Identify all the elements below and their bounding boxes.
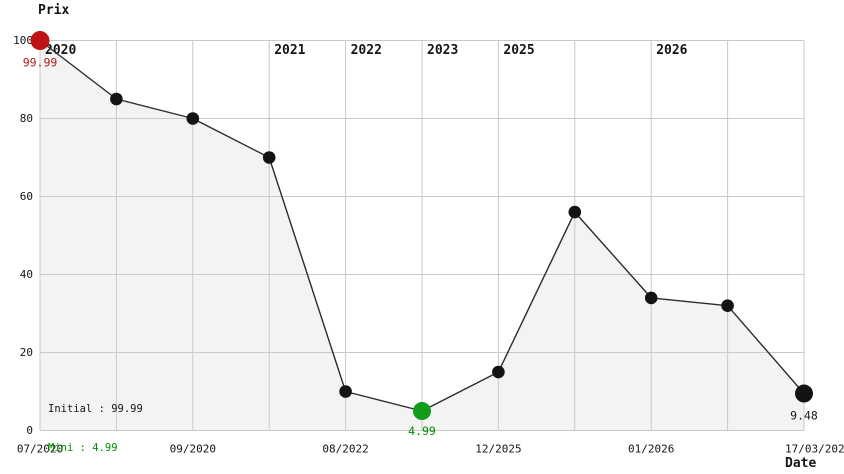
x-date-label: 12/2025 [475,443,521,456]
y-tick-label: 100 [13,34,33,47]
x-date-label: 08/2022 [322,443,368,456]
data-point[interactable] [568,205,582,219]
legend-initial: Initial : 99.99 [48,403,143,415]
point-value-label: 99.99 [23,56,58,70]
data-point-minimum[interactable] [413,402,431,421]
year-label: 2022 [351,43,382,58]
data-point-current[interactable] [795,384,813,403]
x-axis-title: Date [785,456,817,471]
year-label: 2021 [274,43,305,58]
data-point[interactable] [721,299,734,313]
x-date-label: 09/2020 [170,443,216,456]
y-axis-title: Prix [38,3,70,18]
year-label: 2025 [503,43,534,58]
y-tick-label: 0 [26,424,33,437]
point-value-label: 9.48 [790,409,818,423]
data-point[interactable] [492,365,505,379]
year-label: 2020 [45,43,76,58]
data-point[interactable] [110,92,123,106]
x-date-label: 07/2020 [17,443,63,456]
year-label: 2023 [427,43,458,58]
year-label: 2026 [656,43,687,58]
data-point[interactable] [644,291,658,305]
data-point[interactable] [186,112,200,125]
data-point[interactable] [339,385,352,398]
x-date-label: 17/03/2026 [785,443,844,456]
y-tick-label: 80 [20,112,33,125]
chart-legend: Initial : 99.99 Mini : 4.99 Max : 99.99 … [48,377,143,474]
data-point-initial-max[interactable] [30,31,50,51]
point-value-label: 4.99 [408,424,436,438]
y-tick-label: 40 [20,268,33,281]
y-tick-label: 60 [20,190,33,203]
y-tick-label: 20 [20,346,33,359]
data-point[interactable] [262,151,276,164]
legend-mini: Mini : 4.99 [48,442,118,454]
x-date-label: 01/2026 [628,443,674,456]
